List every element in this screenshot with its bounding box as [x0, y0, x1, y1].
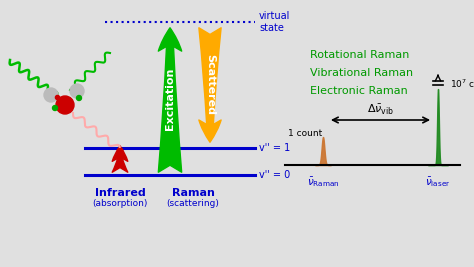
- Circle shape: [56, 96, 74, 114]
- Text: v'' = 0: v'' = 0: [259, 170, 290, 180]
- Text: $10^7$ counts: $10^7$ counts: [450, 78, 474, 90]
- Text: Electronic Raman: Electronic Raman: [310, 86, 408, 96]
- Text: virtual
state: virtual state: [259, 11, 291, 33]
- Text: Rotational Raman: Rotational Raman: [310, 50, 410, 60]
- Text: 1 count: 1 count: [288, 128, 322, 138]
- Text: Scattered: Scattered: [205, 54, 215, 116]
- Text: $\bar{\nu}_{\mathrm{Raman}}$: $\bar{\nu}_{\mathrm{Raman}}$: [307, 175, 339, 189]
- Circle shape: [76, 96, 82, 100]
- Text: $\bar{\nu}_{\mathrm{laser}}$: $\bar{\nu}_{\mathrm{laser}}$: [425, 175, 451, 189]
- Text: v'' = 1: v'' = 1: [259, 143, 290, 153]
- Text: Excitation: Excitation: [165, 67, 175, 130]
- Text: Raman: Raman: [172, 188, 214, 198]
- Text: (scattering): (scattering): [166, 198, 219, 207]
- Text: Infrared: Infrared: [95, 188, 146, 198]
- Text: Vibrational Raman: Vibrational Raman: [310, 68, 413, 78]
- Circle shape: [44, 88, 58, 102]
- Circle shape: [70, 84, 84, 98]
- Text: $\Delta\bar{\nu}_{\mathrm{vib}}$: $\Delta\bar{\nu}_{\mathrm{vib}}$: [367, 103, 394, 117]
- Text: (absorption): (absorption): [92, 198, 148, 207]
- Circle shape: [53, 105, 57, 111]
